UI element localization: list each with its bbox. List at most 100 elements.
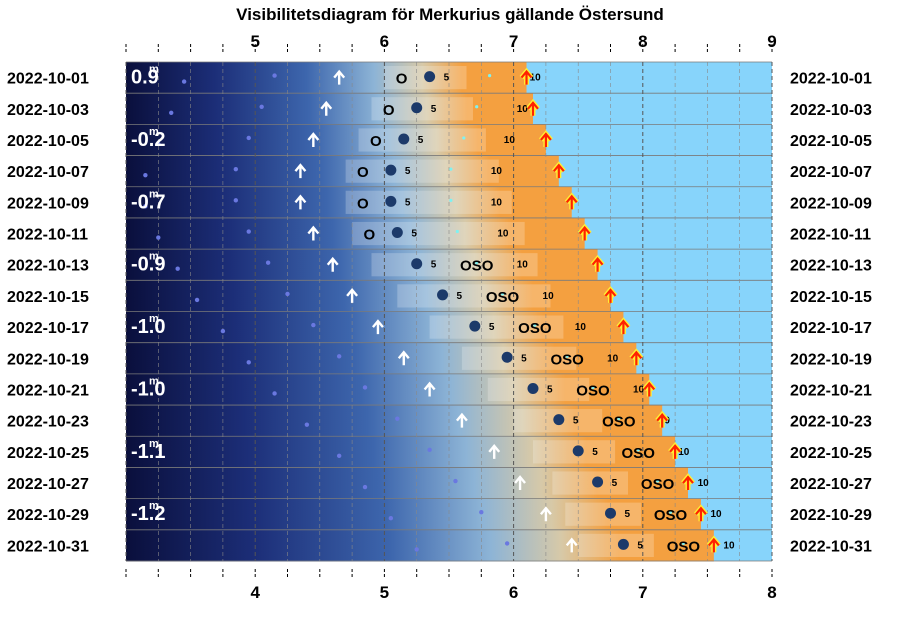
date-label-left: 2022-10-01 <box>7 71 89 88</box>
altitude-label: 5 <box>573 416 579 427</box>
twilight-arrow <box>294 194 307 210</box>
sky-row <box>126 249 598 281</box>
magnitude-unit: m <box>149 500 159 512</box>
sunrise-arrow <box>708 537 720 553</box>
dot-trail <box>285 291 290 297</box>
twilight-arrow <box>307 132 320 147</box>
magnitude-unit: m <box>149 188 159 200</box>
direction-label: O <box>363 227 375 244</box>
sky-row <box>126 373 650 406</box>
date-label-left: 2022-10-03 <box>7 102 89 119</box>
altitude-label: 10 <box>491 197 503 208</box>
sky-row <box>126 186 572 219</box>
altitude-label: 5 <box>612 478 618 489</box>
bottom-tick-label: 7 <box>638 583 647 602</box>
dot-trail <box>336 354 342 359</box>
magnitude-unit: m <box>149 313 159 325</box>
date-label-left: 2022-10-13 <box>7 258 89 275</box>
twilight-arrow <box>455 412 468 428</box>
dot-trail <box>175 266 180 271</box>
bottom-tick-label: 8 <box>767 583 776 602</box>
visibility-band <box>578 533 654 557</box>
dot-trail <box>362 385 368 390</box>
magnitude-label: -1.1 <box>131 441 165 463</box>
dot-trail <box>194 297 200 303</box>
altitude-label: 5 <box>444 73 450 84</box>
altitude-dot <box>565 354 569 358</box>
altitude-label: 5 <box>418 135 424 146</box>
magnitude-label: -1.2 <box>131 503 165 525</box>
direction-label: O <box>357 195 369 212</box>
altitude-dot <box>655 479 660 483</box>
altitude-dot <box>500 292 505 296</box>
altitude-label: 10 <box>678 447 690 458</box>
twilight-arrow <box>539 506 552 522</box>
altitude-label: 5 <box>489 322 495 333</box>
planet-dot <box>501 351 513 363</box>
visibility-band <box>358 128 486 152</box>
bottom-tick-label: 5 <box>380 583 389 602</box>
direction-label: OSO <box>576 382 610 399</box>
date-label-right: 2022-10-13 <box>790 258 872 275</box>
magnitude-unit: m <box>149 375 159 387</box>
sunrise-arrow <box>617 319 630 335</box>
sunrise-arrow <box>695 506 707 522</box>
magnitude-label: -0.9 <box>131 254 165 276</box>
date-label-left: 2022-10-11 <box>7 227 88 244</box>
sky-row <box>126 124 546 157</box>
sky-row <box>126 311 624 344</box>
direction-label: OSO <box>518 320 552 337</box>
dot-trail <box>156 141 161 147</box>
altitude-dot <box>449 167 453 171</box>
direction-label: OSO <box>654 507 688 524</box>
direction-label: OSO <box>486 289 520 306</box>
twilight-arrow <box>333 69 346 85</box>
dot-trail <box>304 422 310 427</box>
altitude-label: 5 <box>411 229 417 240</box>
sunrise-arrow <box>643 381 656 397</box>
altitude-dot <box>475 261 479 265</box>
magnitude-label: -0.2 <box>131 129 165 151</box>
altitude-dot <box>533 323 537 327</box>
planet-dot <box>411 102 423 114</box>
dot-trail <box>311 322 316 328</box>
planet-dot <box>411 258 423 270</box>
visibility-band <box>429 315 564 339</box>
dot-trail <box>143 172 148 178</box>
direction-label: O <box>383 102 395 119</box>
twilight-arrow <box>423 381 436 397</box>
visibility-band <box>371 97 473 121</box>
twilight-arrow <box>514 475 526 491</box>
twilight-arrow <box>372 319 384 335</box>
altitude-label: 5 <box>405 166 411 177</box>
top-tick-label: 5 <box>250 32 259 51</box>
top-tick-label: 8 <box>638 32 647 51</box>
altitude-label: 5 <box>431 104 437 115</box>
sky-row <box>126 62 527 94</box>
twilight-arrow <box>326 256 339 272</box>
direction-label: OSO <box>602 414 636 431</box>
altitude-dot <box>455 229 459 234</box>
direction-label: O <box>357 164 369 181</box>
sunrise-arrow <box>604 288 617 303</box>
direction-label: O <box>396 71 408 88</box>
altitude-dot <box>636 448 640 452</box>
dot-trail <box>156 235 161 240</box>
planet-dot <box>424 71 436 83</box>
sunrise-arrow <box>669 444 681 459</box>
date-label-left: 2022-10-29 <box>7 507 89 524</box>
date-label-right: 2022-10-15 <box>790 289 872 306</box>
direction-label: OSO <box>460 258 494 275</box>
date-label-right: 2022-10-27 <box>790 476 872 493</box>
planet-dot <box>391 227 403 239</box>
altitude-label: 10 <box>607 353 619 364</box>
visibility-band <box>397 284 551 308</box>
dot-trail <box>181 79 187 84</box>
altitude-label: 10 <box>633 384 645 395</box>
altitude-dot <box>617 417 621 421</box>
top-tick-label: 9 <box>767 32 776 51</box>
dot-trail <box>362 484 368 490</box>
dot-trail <box>233 166 239 172</box>
dot-trail <box>272 391 277 396</box>
